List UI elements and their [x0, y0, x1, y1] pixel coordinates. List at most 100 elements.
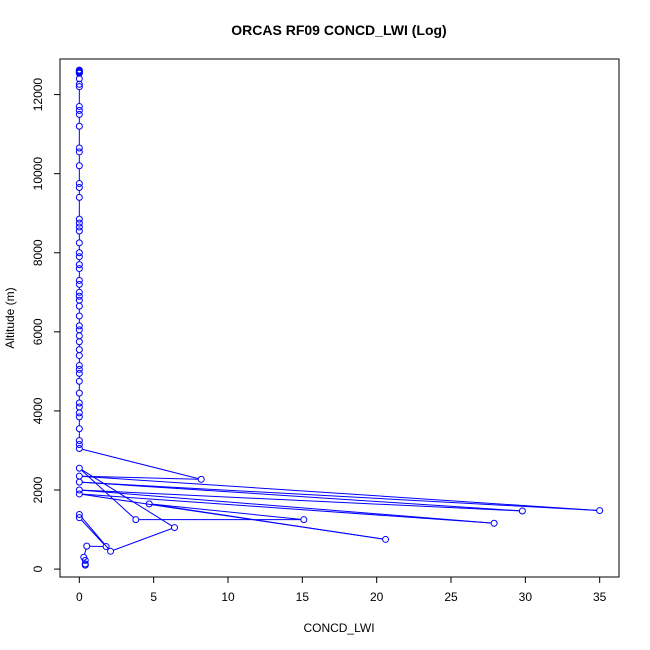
data-point	[197, 475, 205, 483]
data-point	[75, 464, 83, 472]
data-point	[132, 516, 140, 524]
series-segment	[152, 503, 383, 540]
data-point	[75, 352, 83, 360]
series-segment	[82, 475, 199, 480]
data-point	[75, 193, 83, 201]
data-point	[75, 365, 83, 373]
data-point	[75, 332, 83, 340]
data-point	[75, 106, 83, 114]
series-segment	[81, 519, 105, 545]
y-tick-label: 4000	[31, 397, 45, 424]
x-tick-label: 5	[150, 590, 157, 604]
chart-title: ORCAS RF09 CONCD_LWI (Log)	[231, 22, 446, 38]
data-point	[75, 425, 83, 433]
data-point	[75, 162, 83, 170]
data-point	[75, 441, 83, 449]
data-point	[83, 542, 91, 550]
series-segment	[81, 469, 173, 527]
data-point	[75, 444, 83, 452]
data-point	[75, 102, 83, 110]
x-tick-label: 0	[76, 590, 83, 604]
data-point	[75, 514, 83, 522]
y-tick-label: 6000	[31, 318, 45, 345]
data-point	[75, 346, 83, 354]
data-point	[75, 326, 83, 334]
data-point	[75, 377, 83, 385]
data-point	[75, 144, 83, 152]
series-segment	[82, 481, 520, 512]
data-point	[75, 280, 83, 288]
data-point	[75, 180, 83, 188]
data-point	[170, 524, 178, 532]
data-point	[300, 516, 308, 524]
data-point	[75, 219, 83, 227]
series-segment	[82, 475, 597, 511]
data-point	[145, 500, 153, 508]
y-tick-label: 8000	[31, 239, 45, 266]
data-point	[80, 553, 88, 561]
data-point	[75, 276, 83, 284]
data-point	[75, 223, 83, 231]
series-layer	[75, 66, 604, 569]
data-point	[75, 296, 83, 304]
x-tick-label: 30	[519, 590, 533, 604]
data-point	[75, 312, 83, 320]
data-point	[75, 265, 83, 273]
data-point	[107, 547, 115, 555]
x-tick-label: 25	[444, 590, 458, 604]
x-tick-label: 20	[370, 590, 384, 604]
data-point	[75, 389, 83, 397]
y-tick-label: 0	[31, 565, 45, 572]
series-segment	[82, 481, 597, 511]
data-point	[75, 361, 83, 369]
x-tick-label: 10	[221, 590, 235, 604]
series-segment	[152, 503, 301, 520]
data-point	[75, 437, 83, 445]
data-point	[75, 253, 83, 261]
data-point	[75, 215, 83, 223]
data-point	[75, 403, 83, 411]
data-point	[75, 83, 83, 91]
x-tick-label: 15	[296, 590, 310, 604]
data-point	[75, 261, 83, 269]
data-point	[75, 148, 83, 156]
data-point	[75, 249, 83, 257]
series-segment	[113, 528, 172, 551]
y-axis-label: Altitude (m)	[3, 287, 17, 348]
series-segment	[84, 548, 87, 555]
data-point	[75, 399, 83, 407]
data-point	[75, 292, 83, 300]
data-point	[75, 409, 83, 417]
data-point	[75, 511, 83, 519]
series-segment	[81, 469, 134, 519]
y-tick-label: 2000	[31, 476, 45, 503]
series-segment	[82, 489, 492, 524]
x-axis: 0 5 10 15 20 25 30 35	[76, 576, 607, 604]
data-point	[75, 413, 83, 421]
data-point	[75, 338, 83, 346]
y-tick-label: 12000	[31, 78, 45, 112]
data-point	[75, 486, 83, 494]
data-point	[75, 472, 83, 480]
data-point	[75, 369, 83, 377]
data-point	[490, 519, 498, 527]
x-axis-label: CONCD_LWI	[303, 621, 374, 635]
data-point	[75, 490, 83, 498]
data-point	[518, 507, 526, 515]
data-point	[81, 561, 89, 569]
series-segment	[82, 493, 492, 524]
data-point	[75, 184, 83, 192]
series-segment	[82, 489, 520, 512]
y-axis: 0 2000 4000 6000 8000 10000 12000	[31, 78, 61, 572]
data-point	[75, 227, 83, 235]
y-tick-label: 10000	[31, 157, 45, 191]
data-point	[75, 288, 83, 296]
data-point	[81, 556, 89, 564]
data-point	[102, 543, 110, 551]
data-point	[75, 80, 83, 88]
series-segment	[82, 448, 199, 480]
data-point	[75, 239, 83, 247]
x-tick-label: 35	[593, 590, 607, 604]
